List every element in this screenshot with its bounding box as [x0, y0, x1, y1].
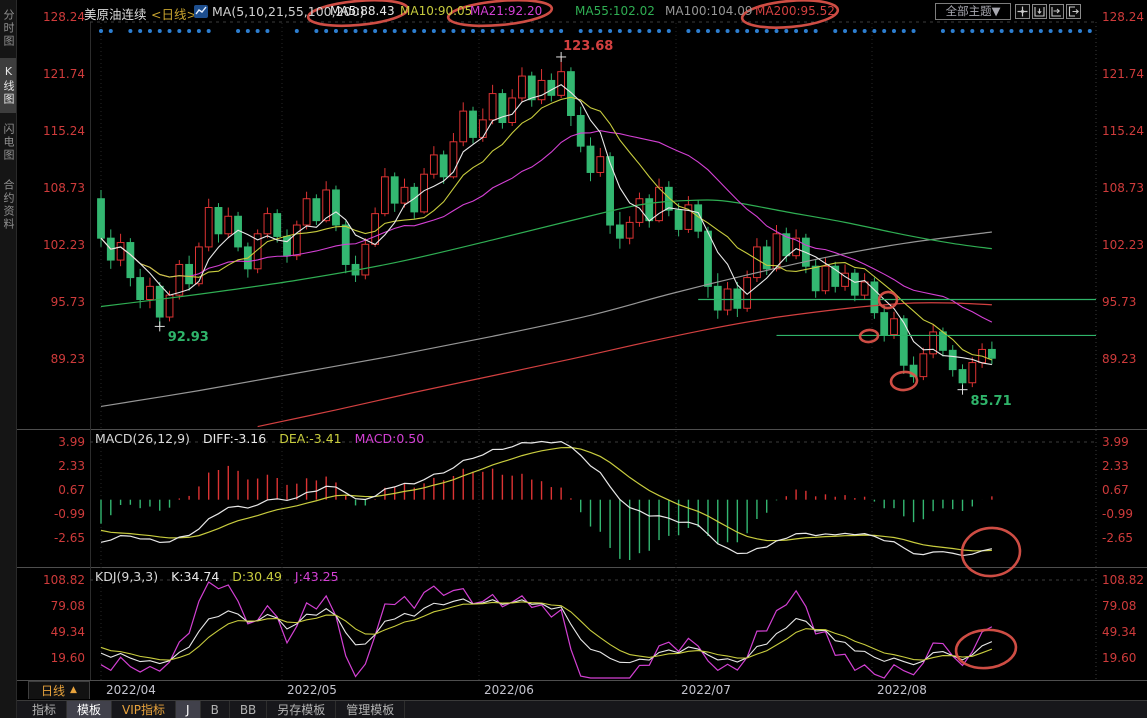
x-axis-label-3: 2022/07: [681, 683, 731, 697]
ma-value-5: MA200:95.52: [755, 4, 835, 18]
macd-dea-value: DEA:-3.41: [279, 431, 342, 446]
x-axis-label-1: 2022/05: [287, 683, 337, 697]
price-axis-label: 128.24: [1102, 10, 1144, 24]
kdj-k-value: K:34.74: [171, 569, 220, 584]
toolbar-item-1[interactable]: 模板: [67, 701, 113, 718]
macd-axis-label: -0.99: [1102, 506, 1134, 521]
kdj-label: KDJ(9,3,3): [95, 569, 159, 584]
sidebar-tab-1[interactable]: K线图: [0, 58, 16, 113]
price-axis-label: 121.74: [43, 66, 85, 81]
price-annotation-1: 92.93: [167, 330, 209, 346]
ma-value-3: MA55:102.02: [575, 4, 655, 18]
price-axis-label: 89.23: [50, 351, 85, 366]
price-axis-label: 115.24: [43, 123, 85, 138]
macd-axis-label: -2.65: [1102, 530, 1134, 545]
kdj-axis-label: 79.08: [50, 599, 85, 613]
price-annotation-0: 123.68: [563, 38, 614, 54]
price-axis-label: 108.73: [43, 180, 85, 195]
chevron-up-icon: ▲: [70, 685, 77, 695]
macd-diff-value: DIFF:-3.16: [202, 431, 267, 446]
macd-axis-label: 0.67: [58, 482, 85, 497]
macd-axis-label: 2.33: [1102, 458, 1129, 473]
macd-bar-value: MACD:0.50: [354, 431, 425, 446]
kdj-d-value: D:30.49: [232, 569, 282, 584]
price-axis-label: 95.73: [1102, 294, 1137, 309]
chart-type-icon: [194, 5, 208, 21]
toolbar-item-3[interactable]: J: [176, 701, 201, 718]
price-axis-label: 128.24: [43, 10, 85, 24]
toolbar-item-5[interactable]: BB: [230, 701, 268, 718]
toolbar-item-0[interactable]: 指标: [22, 701, 68, 718]
toolbar-item-6[interactable]: 另存模板: [267, 701, 337, 718]
price-axis-label: 121.74: [1102, 66, 1144, 81]
x-axis-label-4: 2022/08: [877, 683, 927, 697]
ma-value-1: MA10:90.05: [400, 4, 473, 18]
kdj-axis-label: 49.34: [1102, 625, 1137, 639]
kdj-axis-label: 108.82: [43, 573, 85, 587]
kdj-axis-label: 19.60: [50, 651, 85, 665]
kdj-header: KDJ(9,3,3) K:34.74 D:30.49 J:43.25: [95, 569, 339, 584]
price-annotation-2: 85.71: [970, 393, 1012, 409]
left-sidebar: 分时图 K线图闪电图合约资料: [0, 0, 17, 718]
crosshair-icon[interactable]: [1015, 4, 1030, 19]
x-axis-label-0: 2022/04: [106, 683, 156, 697]
price-axis-label: 102.23: [43, 237, 85, 252]
period-tab-daily[interactable]: 日线 ▲: [28, 681, 90, 699]
kdj-j-value: J:43.25: [294, 569, 339, 584]
ma-value-0: MA5:88.43: [330, 4, 395, 18]
ma-value-4: MA100:104.09: [665, 4, 753, 18]
macd-axis-label: 3.99: [58, 435, 85, 449]
ma-value-2: MA21:92.20: [470, 4, 543, 18]
theme-select-button[interactable]: 全部主题▼: [935, 3, 1011, 20]
price-axis-label: 108.73: [1102, 180, 1144, 195]
macd-label: MACD(26,12,9): [95, 431, 190, 446]
price-axis-label: 102.23: [1102, 237, 1144, 252]
pop-out-icon[interactable]: [1066, 4, 1081, 19]
macd-axis-label: 2.33: [58, 458, 85, 473]
sidebar-tab-0[interactable]: 分时图: [2, 9, 15, 48]
kdj-axis-label: 19.60: [1102, 651, 1137, 665]
macd-header: MACD(26,12,9) DIFF:-3.16 DEA:-3.41 MACD:…: [95, 431, 424, 446]
macd-axis-label: -2.65: [53, 530, 85, 545]
bottom-toolbar: 指标 模板 VIP指标 J B BB 另存模板 管理模板: [17, 700, 1147, 718]
macd-axis-label: 0.67: [1102, 482, 1129, 497]
instrument-title: 美原油连续: [84, 7, 147, 22]
toolbar-item-2[interactable]: VIP指标: [112, 701, 177, 718]
price-axis-label: 89.23: [1102, 351, 1137, 366]
compress-vertical-icon[interactable]: [1032, 4, 1047, 19]
sidebar-tab-2[interactable]: 闪电图: [2, 123, 15, 162]
macd-axis-label: 3.99: [1102, 435, 1129, 449]
sidebar-tab-3[interactable]: 合约资料: [2, 179, 15, 231]
price-axis-label: 115.24: [1102, 123, 1144, 138]
macd-axis-label: -0.99: [53, 506, 85, 521]
period-tag: <日线>: [151, 7, 197, 22]
kdj-axis-label: 49.34: [50, 625, 85, 639]
toolbar-item-7[interactable]: 管理模板: [336, 701, 406, 718]
price-axis-label: 95.73: [50, 294, 85, 309]
period-tab-label: 日线: [41, 684, 66, 698]
kdj-axis-label: 108.82: [1102, 573, 1144, 587]
x-axis-label-2: 2022/06: [484, 683, 534, 697]
compress-horizontal-icon[interactable]: [1049, 4, 1064, 19]
kdj-axis-label: 79.08: [1102, 599, 1137, 613]
toolbar-item-4[interactable]: B: [201, 701, 230, 718]
